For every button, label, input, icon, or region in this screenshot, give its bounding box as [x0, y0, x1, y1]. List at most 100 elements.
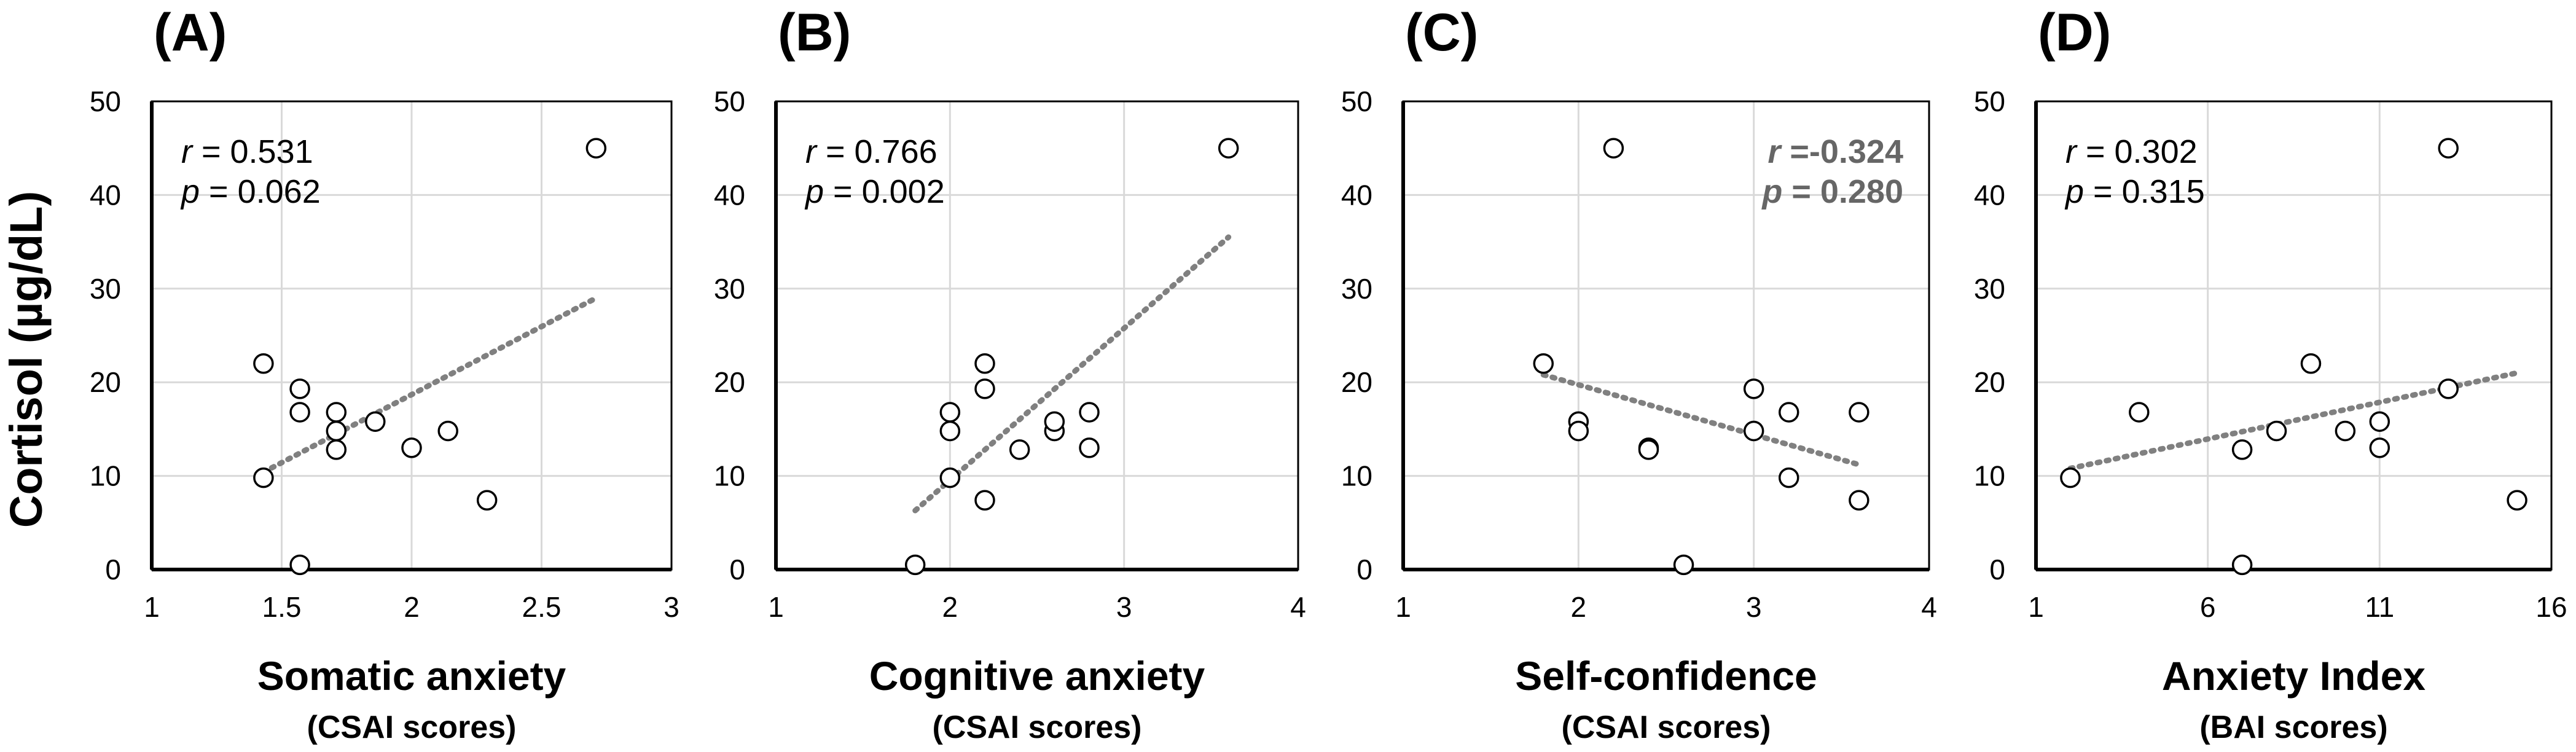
chart-2-p-value: = 0.002	[824, 173, 945, 210]
chart-4-y-tick-label-4: 40	[1974, 179, 2005, 211]
chart-4-x-tick-label-1: 6	[2200, 591, 2216, 623]
chart-1-point-0	[253, 353, 274, 374]
chart-1-x-tick-label-4: 3	[664, 591, 679, 623]
chart-1-point-1	[253, 467, 274, 488]
chart-3-p-annotation: p = 0.280	[1761, 173, 1903, 210]
chart-3-point-12	[1849, 490, 1869, 511]
chart-4-r-annotation: r = 0.302	[2065, 133, 2198, 170]
chart-4-point-5	[2300, 353, 2322, 374]
chart-1-point-8	[365, 411, 386, 432]
chart-1-y-tick-label-1: 10	[90, 460, 121, 492]
chart-2-point-7	[1009, 439, 1030, 460]
chart-1-x-axis-label: Somatic anxiety	[257, 653, 566, 699]
chart-3-x-tick-label-2: 3	[1746, 591, 1762, 623]
chart-2-r-value: = 0.766	[816, 133, 938, 170]
chart-3-point-2	[1568, 420, 1589, 442]
chart-2-point-10	[1079, 402, 1100, 423]
chart-2-y-tick-label-4: 40	[714, 179, 745, 211]
chart-2-y-tick-label-0: 0	[729, 554, 745, 586]
chart-4-point-9	[2438, 138, 2459, 159]
chart-4-point-7	[2369, 411, 2390, 432]
chart-1-x-tick-label-1: 1.5	[262, 591, 302, 623]
chart-3-point-7	[1743, 378, 1764, 399]
chart-1-point-5	[326, 402, 347, 423]
chart-3-point-0	[1533, 353, 1554, 374]
chart-4-r-value: = 0.302	[2077, 133, 2198, 170]
chart-2-x-axis-label: Cognitive anxiety	[869, 653, 1205, 699]
chart-3-x-tick-label-1: 2	[1571, 591, 1587, 623]
chart-4-point-0	[2060, 467, 2081, 488]
chart-4-y-tick-label-0: 0	[1989, 554, 2005, 586]
chart-1-x-tick-label-3: 2.5	[522, 591, 562, 623]
chart-3-y-tick-label-0: 0	[1357, 554, 1372, 586]
chart-3-trendline	[1540, 372, 1862, 468]
chart-1-point-7	[326, 439, 347, 460]
chart-4-x-tick-label-3: 16	[2535, 591, 2567, 623]
chart-3-x-axis-label: Self-confidence	[1515, 653, 1817, 699]
chart-1-p-annotation: p = 0.062	[180, 173, 321, 210]
chart-3-y-tick-label-5: 50	[1341, 85, 1372, 117]
chart-1-trendline	[260, 295, 599, 476]
y-axis-label: Cortisol (µg/dL)	[1, 191, 52, 528]
chart-3-point-5	[1638, 439, 1659, 460]
chart-4-p-annotation: p = 0.315	[2064, 173, 2205, 210]
chart-2-point-2	[939, 420, 961, 442]
chart-1-r-symbol: r	[181, 133, 194, 170]
chart-1-p-symbol: p	[180, 173, 200, 210]
chart-4-point-10	[2438, 378, 2459, 399]
chart-3-x-axis-sublabel: (CSAI scores)	[1562, 710, 1771, 745]
chart-1-point-9	[401, 437, 422, 458]
chart-2-point-12	[1218, 138, 1239, 159]
chart-4-y-tick-label-5: 50	[1974, 85, 2005, 117]
chart-4-point-2	[2231, 439, 2253, 460]
chart-3-y-tick-label-4: 40	[1341, 179, 1372, 211]
chart-1-point-2	[289, 378, 310, 399]
chart-2-point-5	[974, 378, 995, 399]
chart-4-point-8	[2369, 437, 2390, 458]
chart-4-point-3	[2231, 554, 2253, 576]
chart-4-panel-label: (D)	[2038, 3, 2111, 62]
chart-2-x-tick-label-1: 2	[942, 591, 958, 623]
chart-4-x-axis-sublabel: (BAI scores)	[2199, 710, 2387, 745]
chart-1-y-tick-label-0: 0	[105, 554, 121, 586]
chart-2-point-0	[904, 554, 926, 576]
chart-2-x-tick-label-3: 4	[1290, 591, 1306, 623]
chart-2-y-tick-label-2: 20	[714, 366, 745, 398]
chart-3-p-symbol: p	[1761, 173, 1782, 210]
chart-1-point-11	[476, 490, 498, 511]
chart-2-x-tick-label-2: 3	[1116, 591, 1132, 623]
chart-4-p-value: = 0.315	[2084, 173, 2205, 210]
chart-4-x-tick-label-0: 1	[2028, 591, 2044, 623]
chart-3-y-tick-label-3: 30	[1341, 273, 1372, 305]
chart-3-y-tick-label-1: 10	[1341, 460, 1372, 492]
chart-1-r-annotation: r = 0.531	[181, 133, 313, 170]
chart-1-point-12	[585, 138, 607, 159]
chart-2-panel-label: (B)	[778, 3, 851, 62]
chart-1-point-10	[437, 420, 458, 442]
chart-2-x-tick-label-0: 1	[768, 591, 784, 623]
chart-3-r-symbol: r	[1768, 133, 1782, 170]
chart-4-y-tick-label-2: 20	[1974, 366, 2005, 398]
chart-1-point-3	[289, 402, 310, 423]
chart-3-panel-label: (C)	[1405, 3, 1478, 62]
chart-1-x-tick-label-2: 2	[404, 591, 420, 623]
chart-3-r-annotation: r =-0.324	[1768, 133, 1903, 170]
chart-3-point-11	[1849, 402, 1869, 423]
chart-4-r-symbol: r	[2065, 133, 2078, 170]
chart-4-x-tick-label-2: 11	[2365, 591, 2394, 623]
chart-3-y-tick-label-2: 20	[1341, 366, 1372, 398]
chart-2-plot-frame	[775, 100, 1299, 571]
chart-2-y-tick-label-5: 50	[714, 85, 745, 117]
chart-1-p-value: = 0.062	[200, 173, 321, 210]
chart-3-point-10	[1778, 467, 1799, 488]
chart-2-trendline	[912, 234, 1232, 514]
chart-3-x-tick-label-3: 4	[1921, 591, 1937, 623]
chart-2-point-11	[1079, 437, 1100, 458]
chart-1-x-axis-sublabel: (CSAI scores)	[307, 710, 517, 745]
chart-2-p-annotation: p = 0.002	[804, 173, 945, 210]
